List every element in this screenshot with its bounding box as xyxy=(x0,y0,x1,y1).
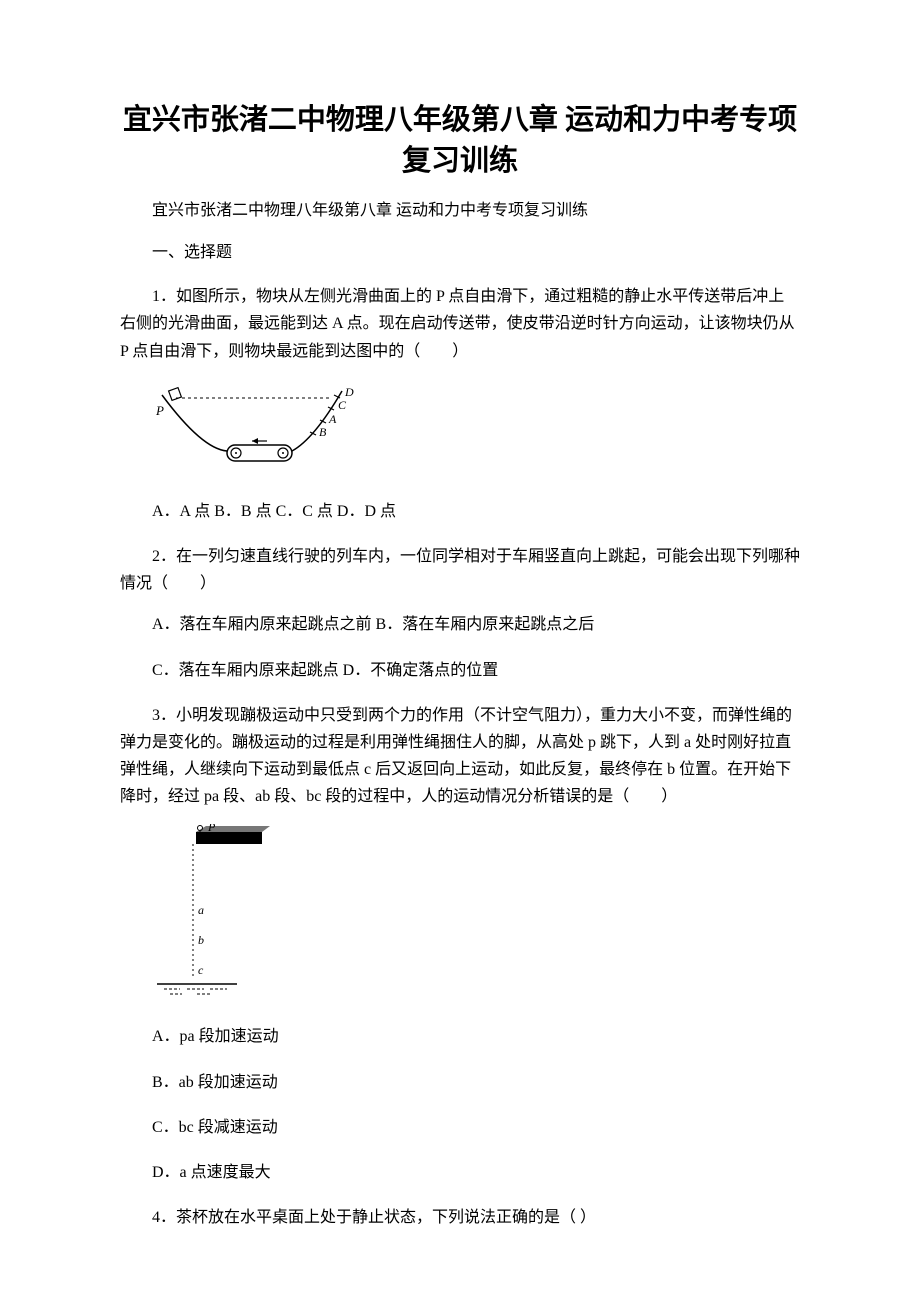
question-1-stem: 1．如图所示，物块从左侧光滑曲面上的 P 点自由滑下，通过粗糙的静止水平传送带后… xyxy=(120,283,800,365)
question-3: 3．小明发现蹦极运动中只受到两个力的作用（不计空气阻力），重力大小不变，而弹性绳… xyxy=(120,702,800,1187)
question-4-stem: 4．茶杯放在水平桌面上处于静止状态，下列说法正确的是（ ） xyxy=(120,1204,800,1231)
question-4: 4．茶杯放在水平桌面上处于静止状态，下列说法正确的是（ ） xyxy=(120,1204,800,1231)
bungee-diagram: P a b c xyxy=(152,824,272,1004)
svg-text:D: D xyxy=(344,385,354,399)
conveyor-diagram: P D C A B xyxy=(152,379,372,479)
question-3-stem: 3．小明发现蹦极运动中只受到两个力的作用（不计空气阻力），重力大小不变，而弹性绳… xyxy=(120,702,800,811)
page-subtitle: 宜兴市张渚二中物理八年级第八章 运动和力中考专项复习训练 xyxy=(120,199,800,223)
svg-text:C: C xyxy=(338,398,347,412)
question-1: 1．如图所示，物块从左侧光滑曲面上的 P 点自由滑下，通过粗糙的静止水平传送带后… xyxy=(120,283,800,525)
question-3-option-b: B．ab 段加速运动 xyxy=(120,1069,800,1096)
question-3-figure: P a b c xyxy=(152,824,800,1009)
question-2-options-line1: A．落在车厢内原来起跳点之前 B．落在车厢内原来起跳点之后 xyxy=(120,611,800,638)
svg-text:b: b xyxy=(198,933,204,947)
svg-text:P: P xyxy=(155,403,164,418)
page-title: 宜兴市张渚二中物理八年级第八章 运动和力中考专项复习训练 xyxy=(120,100,800,181)
section-label: 一、选择题 xyxy=(120,241,800,265)
question-1-options: A．A 点 B．B 点 C．C 点 D．D 点 xyxy=(120,498,800,525)
question-3-option-c: C．bc 段减速运动 xyxy=(120,1114,800,1141)
svg-text:B: B xyxy=(319,425,327,439)
svg-text:A: A xyxy=(328,412,337,426)
question-1-figure: P D C A B xyxy=(152,379,800,484)
question-3-option-a: A．pa 段加速运动 xyxy=(120,1023,800,1050)
question-3-option-d: D．a 点速度最大 xyxy=(120,1159,800,1186)
svg-text:c: c xyxy=(198,963,204,977)
question-2-options-line2: C．落在车厢内原来起跳点 D．不确定落点的位置 xyxy=(120,657,800,684)
svg-text:P: P xyxy=(207,824,216,834)
question-2: 2．在一列匀速直线行驶的列车内，一位同学相对于车厢竖直向上跳起，可能会出现下列哪… xyxy=(120,543,800,684)
svg-text:a: a xyxy=(198,903,204,917)
question-2-stem: 2．在一列匀速直线行驶的列车内，一位同学相对于车厢竖直向上跳起，可能会出现下列哪… xyxy=(120,543,800,597)
